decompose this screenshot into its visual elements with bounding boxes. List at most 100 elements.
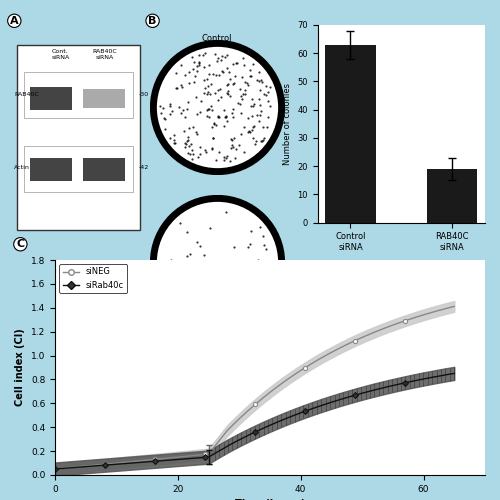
Point (200, 76, 208, 84)
Point (255, 77, 263, 85)
Point (188, 53, 196, 61)
Point (223, 64, 231, 72)
Point (245, 128, 253, 136)
Point (182, 140, 190, 148)
Circle shape (157, 47, 278, 168)
Point (161, 116, 169, 124)
Point (258, 78, 266, 86)
Point (226, 260, 234, 268)
Point (164, 266, 172, 274)
Point (228, 141, 235, 149)
Point (246, 240, 254, 248)
Point (188, 146, 196, 154)
Point (249, 134, 257, 142)
Point (208, 106, 216, 114)
Point (186, 150, 194, 158)
Point (234, 99, 242, 107)
Point (252, 76, 260, 84)
Point (218, 52, 226, 60)
Y-axis label: Number of colonies: Number of colonies (282, 82, 292, 165)
Point (168, 256, 175, 264)
Point (172, 68, 180, 76)
Point (223, 117, 231, 125)
Point (180, 70, 188, 78)
Point (256, 260, 264, 268)
Point (225, 261, 233, 269)
Point (218, 56, 226, 64)
Point (236, 86, 244, 94)
Text: RAB40C
siRNA: RAB40C siRNA (93, 49, 118, 59)
Point (226, 158, 234, 166)
Point (222, 112, 230, 120)
Point (260, 270, 268, 278)
Point (254, 111, 262, 119)
Point (239, 54, 247, 62)
Point (223, 81, 231, 89)
Point (226, 75, 234, 83)
Point (218, 66, 226, 74)
Point (177, 62, 185, 70)
Point (222, 89, 230, 97)
Point (182, 143, 190, 151)
Point (189, 123, 197, 131)
Point (168, 106, 176, 114)
Point (212, 156, 220, 164)
Point (236, 108, 244, 116)
Point (248, 126, 256, 134)
Point (208, 144, 216, 152)
Point (186, 250, 194, 258)
Point (215, 114, 223, 122)
Point (210, 119, 218, 127)
Point (188, 155, 196, 163)
Point (242, 78, 250, 86)
Point (184, 136, 192, 143)
Point (174, 103, 182, 111)
Point (204, 104, 212, 112)
Point (230, 134, 238, 142)
Point (213, 58, 221, 66)
Point (244, 81, 252, 89)
Point (177, 108, 185, 116)
Point (224, 87, 232, 95)
Point (214, 86, 222, 94)
Bar (426, 169, 478, 222)
Point (202, 49, 209, 57)
Text: RAB40C
siRNA: RAB40C siRNA (200, 142, 233, 161)
Point (215, 71, 223, 79)
Point (195, 58, 203, 66)
FancyBboxPatch shape (83, 89, 125, 108)
Point (254, 116, 262, 124)
Point (192, 128, 200, 136)
Point (176, 220, 184, 228)
Point (222, 208, 230, 216)
Text: Cont.
siRNA: Cont. siRNA (52, 49, 70, 59)
Point (202, 292, 209, 300)
Point (193, 66, 201, 74)
Point (244, 128, 252, 136)
Point (222, 258, 230, 266)
Point (204, 75, 212, 83)
Point (234, 306, 241, 314)
Point (219, 291, 227, 299)
Point (166, 102, 173, 110)
Point (230, 244, 238, 252)
Point (228, 136, 236, 144)
Point (190, 65, 198, 73)
Point (259, 232, 267, 240)
Point (242, 80, 250, 88)
Point (199, 50, 207, 58)
Point (244, 243, 252, 251)
Point (203, 106, 211, 114)
Point (192, 93, 200, 101)
Point (206, 112, 214, 120)
Point (170, 132, 178, 140)
Point (181, 139, 189, 147)
Point (262, 82, 270, 90)
Point (257, 76, 265, 84)
Point (257, 137, 265, 145)
Point (193, 62, 201, 70)
Point (220, 154, 228, 162)
Point (215, 148, 223, 156)
Point (240, 148, 248, 156)
Point (214, 96, 222, 104)
